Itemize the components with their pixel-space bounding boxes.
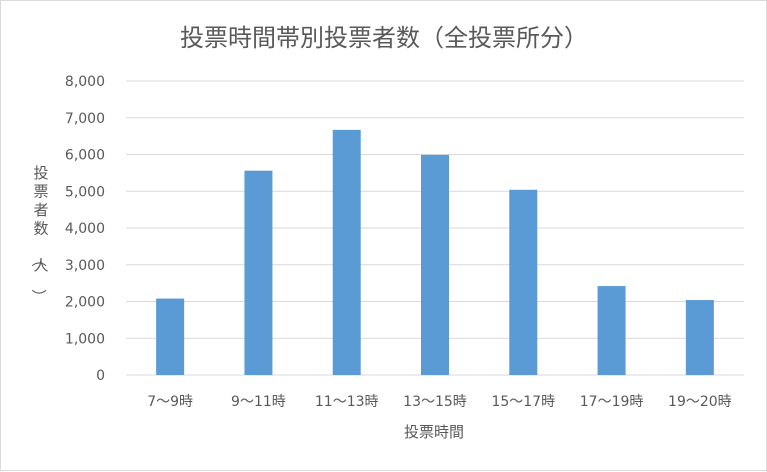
y-tick-label: 6,000	[65, 148, 105, 164]
y-tick-label: 4,000	[65, 221, 105, 237]
y-tick-label: 3,000	[65, 258, 105, 274]
chart-title: 投票時間帯別投票者数（全投票所分）	[180, 24, 588, 52]
y-axis-label: 投票者数（人）	[29, 164, 48, 304]
bar	[244, 170, 273, 375]
bar	[685, 300, 714, 375]
y-tick-label: 8,000	[65, 74, 105, 90]
y-axis-label-text: 投票者数（人）	[29, 164, 48, 304]
y-tick-label: 1,000	[65, 331, 105, 347]
x-tick-label: 17〜19時	[580, 394, 644, 410]
bar	[332, 129, 361, 375]
x-tick-labels: 7〜9時 9〜11時 11〜13時 13〜15時 15〜17時 17〜19時 19〜20時	[147, 394, 731, 410]
x-tick-label: 19〜20時	[668, 394, 732, 410]
y-tick-label: 2,000	[65, 295, 105, 311]
y-tick-label: 0	[96, 368, 105, 384]
bar	[156, 298, 185, 375]
bar	[509, 189, 538, 375]
x-tick-label: 9〜11時	[231, 394, 286, 410]
x-tick-label: 7〜9時	[147, 394, 193, 410]
x-tick-label: 13〜15時	[403, 394, 467, 410]
y-tick-label: 7,000	[65, 111, 105, 127]
x-tick-label: 11〜13時	[315, 394, 379, 410]
x-tick-label: 15〜17時	[491, 394, 555, 410]
bar	[597, 286, 626, 375]
bars	[156, 129, 714, 375]
bar	[421, 154, 449, 375]
y-tick-labels: 0 1,000 2,000 3,000 4,000 5,000 6,000 7,000 8,00…	[65, 74, 105, 384]
y-tick-label: 5,000	[65, 184, 105, 200]
x-axis-label: 投票時間	[404, 423, 464, 441]
